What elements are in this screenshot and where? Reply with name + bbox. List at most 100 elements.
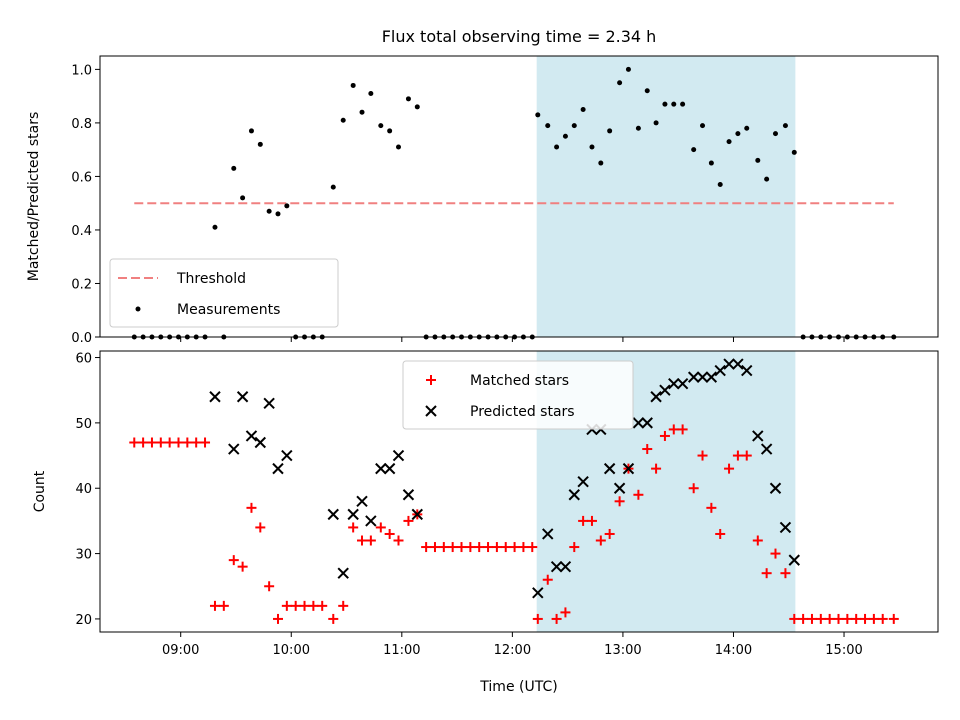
marker-stroke [760,443,773,455]
data-point [248,128,254,134]
data-point [542,574,553,585]
data-point [456,542,467,553]
data-point [255,522,266,533]
data-point [772,131,778,137]
data-point [741,364,753,377]
chart-title: Flux total observing time = 2.34 h [382,27,657,46]
data-point [383,462,396,475]
data-point [724,463,735,474]
data-point [254,436,267,449]
marker-stroke [209,391,221,403]
data-point [559,560,572,573]
data-point [603,462,616,475]
data-point [789,613,800,624]
y-tick-label: 0.8 [71,117,92,132]
data-point [209,600,220,611]
data-point [411,508,423,521]
x-tick-label: 15:00 [825,643,862,658]
data-point [182,437,193,448]
marker-stroke [532,587,544,599]
marker-stroke [641,417,653,429]
x-tick-label: 14:00 [715,643,752,658]
data-point [760,443,773,455]
data-point [129,437,140,448]
data-point [653,120,659,126]
data-point [527,542,538,553]
marker-stroke [705,371,718,383]
data-point [365,535,376,546]
x-tick-label: 12:00 [494,643,531,658]
data-point [589,144,595,150]
y-tick-label: 40 [75,482,92,497]
marker-stroke [687,371,700,383]
data-point [598,160,604,166]
data-point [625,66,631,72]
data-point [532,613,543,624]
data-point [741,450,752,461]
data-point [173,437,184,448]
data-point [554,144,560,150]
data-point [191,437,202,448]
data-point [328,613,339,624]
data-point [281,449,293,462]
data-point [613,482,626,494]
marker-stroke [550,560,563,573]
y-tick-label: 60 [75,352,92,367]
data-point [155,437,166,448]
data-point [732,450,743,461]
x-tick-label: 09:00 [162,643,199,658]
data-point [228,555,239,566]
data-point [281,600,292,611]
data-point [633,489,644,500]
legend-label: Measurements [177,302,280,318]
data-point [755,157,761,163]
data-point [263,397,275,409]
y-tick-label: 0.0 [71,331,92,346]
y-tick-label: 30 [75,548,92,563]
marker-stroke [392,449,405,462]
data-point [677,424,688,435]
data-point [368,90,374,96]
data-point [687,371,700,383]
marker-stroke [327,508,339,521]
y-tick-label: 50 [75,417,92,432]
y-tick-label: 0.2 [71,277,92,292]
data-point [700,123,706,129]
data-point [779,521,792,534]
y-tick-label: 20 [75,613,92,628]
data-point [357,535,368,546]
data-point [135,306,141,312]
data-point [888,613,899,624]
data-point [806,613,817,624]
data-point [509,542,520,553]
y-axis-label: Matched/Predicted stars [26,112,42,282]
data-point [604,528,615,539]
data-point [545,123,551,129]
y-tick-label: 0.6 [71,170,92,185]
marker-stroke [650,391,662,403]
data-point [622,462,635,475]
data-point [356,495,368,508]
data-point [491,542,502,553]
data-point [560,607,571,618]
data-point [551,613,562,624]
data-point [275,211,281,217]
legend: Matched stars Predicted stars [402,360,634,430]
data-point [617,80,623,86]
data-point [474,542,485,553]
data-point [392,449,405,462]
data-point [330,184,336,190]
data-point [347,508,359,521]
marker-stroke [425,405,437,417]
data-point [384,528,395,539]
data-point [868,613,879,624]
x-tick-label: 13:00 [604,643,641,658]
data-point [257,141,263,147]
marker-stroke [559,560,572,573]
legend-box [109,258,339,328]
data-point [659,430,670,441]
marker-stroke [542,528,554,540]
marker-stroke [769,482,782,494]
data-point [671,101,677,107]
